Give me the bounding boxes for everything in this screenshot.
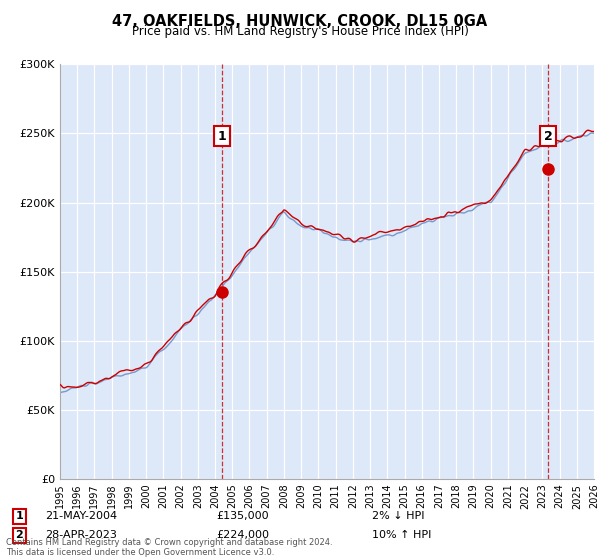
Text: £135,000: £135,000 [216,511,269,521]
Text: 2% ↓ HPI: 2% ↓ HPI [372,511,425,521]
Text: 1: 1 [16,511,23,521]
Text: 2: 2 [16,530,23,540]
Text: 21-MAY-2004: 21-MAY-2004 [45,511,117,521]
Text: £224,000: £224,000 [216,530,269,540]
Text: 28-APR-2023: 28-APR-2023 [45,530,117,540]
Text: 10% ↑ HPI: 10% ↑ HPI [372,530,431,540]
Text: 47, OAKFIELDS, HUNWICK, CROOK, DL15 0GA: 47, OAKFIELDS, HUNWICK, CROOK, DL15 0GA [112,14,488,29]
Text: Contains HM Land Registry data © Crown copyright and database right 2024.
This d: Contains HM Land Registry data © Crown c… [6,538,332,557]
Text: 1: 1 [217,130,226,143]
Text: Price paid vs. HM Land Registry's House Price Index (HPI): Price paid vs. HM Land Registry's House … [131,25,469,38]
Text: 2: 2 [544,130,553,143]
